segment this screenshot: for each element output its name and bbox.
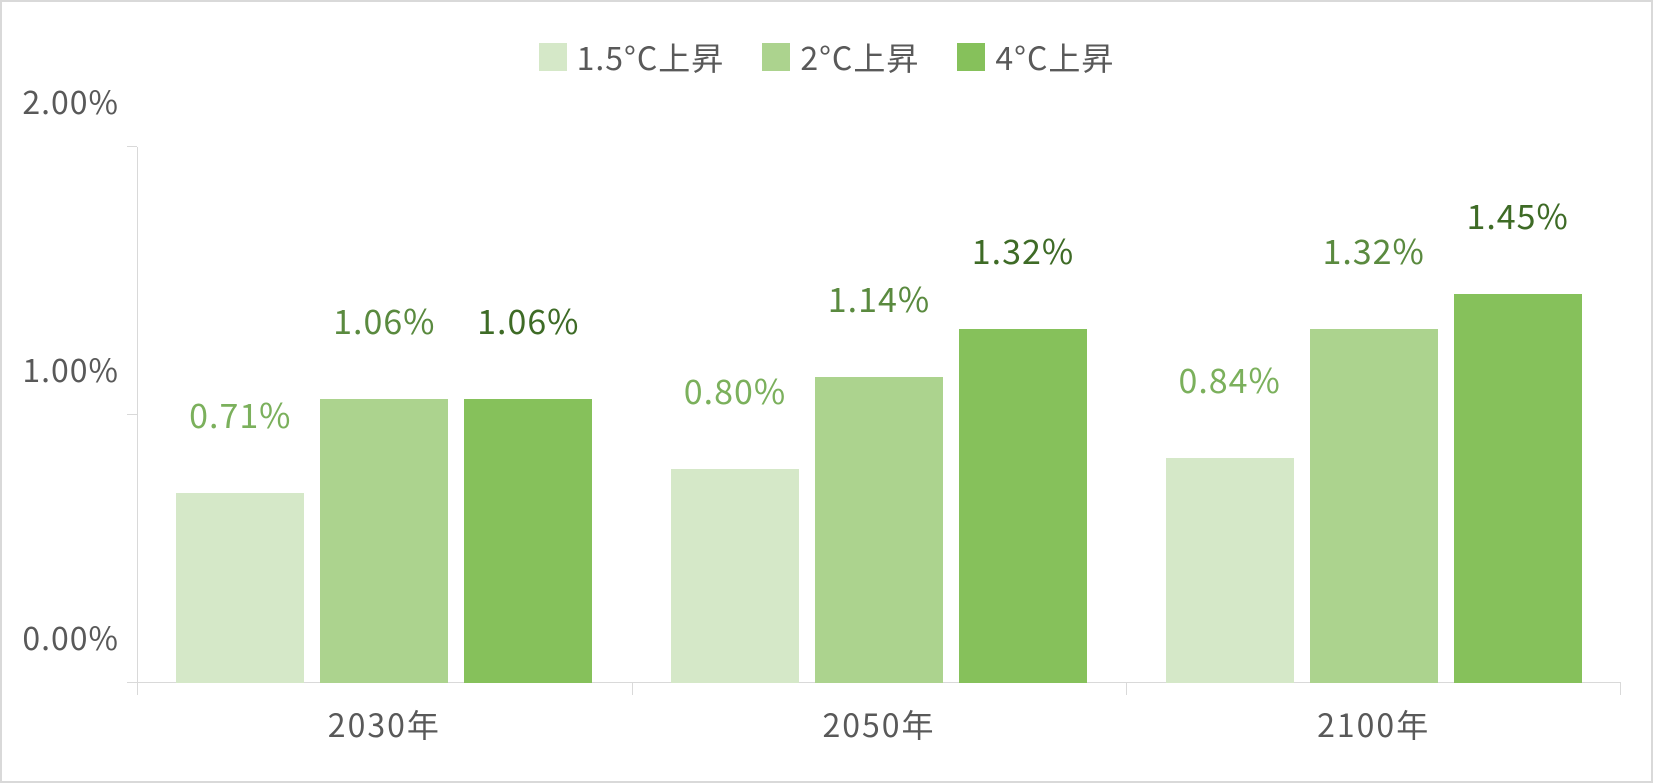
plot-area: 0.71%1.06%1.06%2030年0.80%1.14%1.32%2050年… xyxy=(137,147,1621,683)
legend-swatch xyxy=(957,43,985,71)
bar-rect xyxy=(671,469,799,683)
y-tick-label: 0.00% xyxy=(22,614,137,660)
bar-value-label: 1.45% xyxy=(1466,190,1568,239)
bar-value-label: 1.32% xyxy=(972,225,1074,274)
bar-rect xyxy=(1166,458,1294,683)
bar-rect xyxy=(815,377,943,683)
bar-value-label: 1.32% xyxy=(1322,225,1424,274)
bar: 1.14% xyxy=(815,147,943,683)
legend-swatch xyxy=(539,43,567,71)
y-tick-mark xyxy=(127,146,137,147)
bar: 0.84% xyxy=(1166,147,1294,683)
bar-rect xyxy=(959,329,1087,683)
bar: 1.32% xyxy=(959,147,1087,683)
legend-item: 2°C上昇 xyxy=(762,34,919,80)
bar-rect xyxy=(1310,329,1438,683)
category-separator xyxy=(1126,683,1127,695)
bar: 1.32% xyxy=(1310,147,1438,683)
bar: 1.06% xyxy=(320,147,448,683)
legend-label: 2°C上昇 xyxy=(800,34,919,80)
category-separator xyxy=(632,683,633,695)
bar-value-label: 1.14% xyxy=(828,273,930,322)
y-tick-label: 1.00% xyxy=(22,346,137,392)
legend-label: 1.5°C上昇 xyxy=(577,34,725,80)
bar-rect xyxy=(320,399,448,683)
bar-rect xyxy=(176,493,304,683)
bar: 0.80% xyxy=(671,147,799,683)
bar-value-label: 0.80% xyxy=(684,365,786,414)
bar-value-label: 0.84% xyxy=(1178,354,1280,403)
bar-value-label: 0.71% xyxy=(189,389,291,438)
legend-item: 4°C上昇 xyxy=(957,34,1114,80)
x-tick-label: 2100年 xyxy=(1317,683,1430,747)
category-separator xyxy=(137,683,138,695)
legend: 1.5°C上昇 2°C上昇 4°C上昇 xyxy=(2,34,1651,80)
category-group: 0.84%1.32%1.45%2100年 xyxy=(1126,147,1621,683)
y-tick-label: 2.00% xyxy=(22,78,137,124)
y-tick-mark xyxy=(127,414,137,415)
category-groups: 0.71%1.06%1.06%2030年0.80%1.14%1.32%2050年… xyxy=(137,147,1621,683)
legend-label: 4°C上昇 xyxy=(995,34,1114,80)
legend-item: 1.5°C上昇 xyxy=(539,34,725,80)
bar-rect xyxy=(1454,294,1582,683)
bar: 1.06% xyxy=(464,147,592,683)
category-group: 0.80%1.14%1.32%2050年 xyxy=(632,147,1127,683)
bar-value-label: 1.06% xyxy=(477,295,579,344)
bar: 1.45% xyxy=(1454,147,1582,683)
chart-container: 1.5°C上昇 2°C上昇 4°C上昇 0.71% 1.06% 1.06% 2030年 0.… xyxy=(0,0,1653,783)
y-tick-mark xyxy=(127,682,137,683)
bar-value-label: 1.06% xyxy=(333,295,435,344)
legend-swatch xyxy=(762,43,790,71)
category-group: 0.71%1.06%1.06%2030年 xyxy=(137,147,632,683)
x-tick-label: 2030年 xyxy=(328,683,441,747)
bar: 0.71% xyxy=(176,147,304,683)
bar-rect xyxy=(464,399,592,683)
x-tick-label: 2050年 xyxy=(822,683,935,747)
category-separator xyxy=(1620,683,1621,695)
